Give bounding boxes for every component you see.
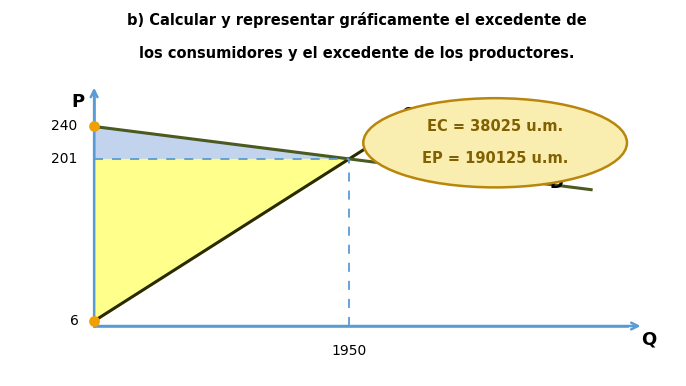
Text: Q: Q [641,330,657,348]
Text: 1950: 1950 [331,344,367,358]
Text: D: D [549,174,563,192]
Text: EP = 190125 u.m.: EP = 190125 u.m. [422,151,568,166]
Ellipse shape [364,98,627,187]
Polygon shape [94,159,349,321]
Text: 240: 240 [51,120,77,134]
Text: los consumidores y el excedente de los productores.: los consumidores y el excedente de los p… [139,46,574,61]
Text: 6: 6 [69,314,78,328]
Polygon shape [94,127,349,159]
Text: O: O [401,106,416,124]
Text: EC = 38025 u.m.: EC = 38025 u.m. [427,119,563,134]
Point [88,318,99,324]
Point [88,124,99,130]
Text: b) Calcular y representar gráficamente el excedente de: b) Calcular y representar gráficamente e… [127,12,587,27]
Text: P: P [72,93,85,111]
Text: 201: 201 [51,152,77,166]
